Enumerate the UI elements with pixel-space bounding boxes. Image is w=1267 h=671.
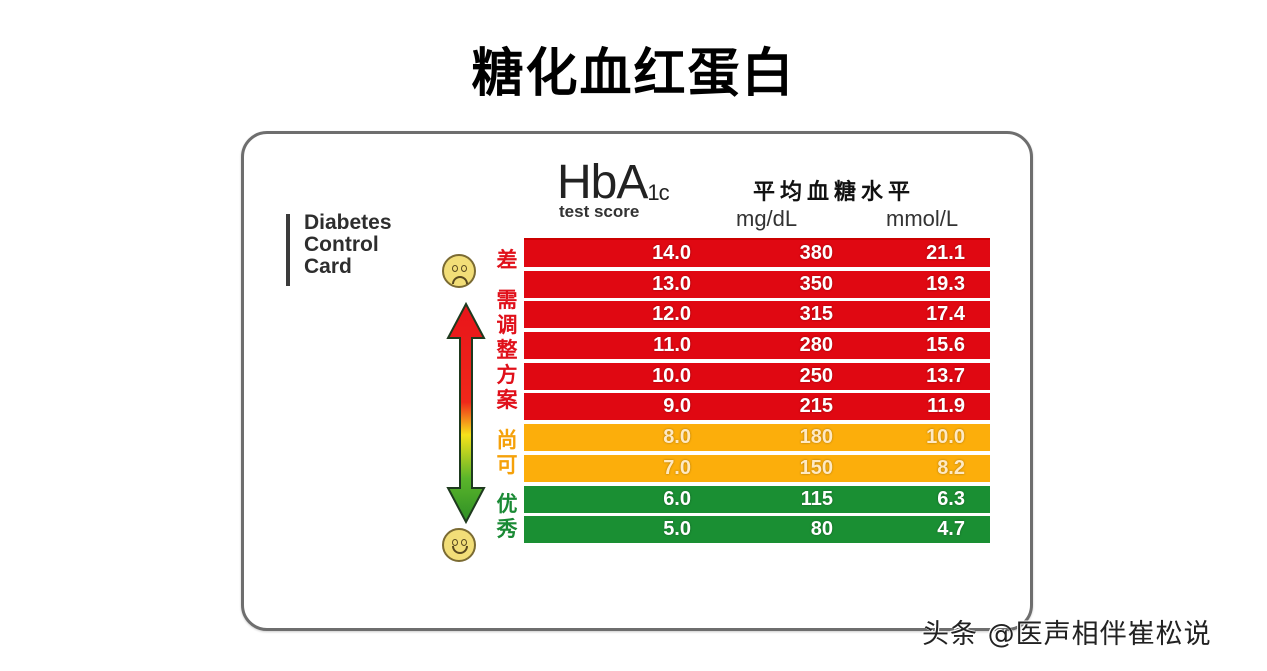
diabetes-control-card: Diabetes Control Card HbA1c test score 平… — [241, 131, 1033, 631]
test-score-label: test score — [559, 202, 640, 221]
hba-main: HbA — [557, 156, 648, 209]
table-row: 9.0 215 11.9 — [524, 393, 990, 421]
label-adjust: 需调整方案 — [496, 288, 518, 412]
table-row: 13.0 350 19.3 — [524, 270, 990, 298]
table-row: 12.0 315 17.4 — [524, 301, 990, 329]
brand-line: Control — [304, 233, 379, 256]
brand-line: Card — [304, 255, 352, 278]
double-arrow-icon — [446, 302, 486, 524]
brand-line: Diabetes — [304, 211, 392, 234]
watermark: 头条 @医声相伴崔松说 — [922, 619, 1212, 650]
hba-sub: 1c — [647, 180, 669, 205]
unit-mgdl: mg/dL — [736, 206, 798, 231]
hba1c-header: HbA1c test score — [557, 156, 670, 222]
table-row: 6.0 115 6.3 — [524, 485, 990, 513]
table-row: 10.0 250 13.7 — [524, 362, 990, 390]
table-row: 14.0 380 21.1 — [524, 240, 990, 267]
happy-face-icon — [442, 528, 476, 562]
table-row: 7.0 150 8.2 — [524, 454, 990, 482]
brand-divider — [286, 214, 290, 286]
brand: Diabetes Control Card — [286, 212, 392, 286]
avg-glucose-title: 平均血糖水平 — [753, 180, 916, 205]
label-good: 优秀 — [496, 492, 518, 541]
table-row: 11.0 280 15.6 — [524, 332, 990, 360]
hba1c-table: 14.0 380 21.1 13.0 350 19.3 12.0 315 17.4 11.0… — [524, 238, 990, 547]
label-ok: 尚可 — [496, 428, 518, 477]
unit-mmol: mmol/L — [886, 206, 959, 231]
label-poor: 差 — [496, 248, 518, 272]
table-row: 8.0 180 10.0 — [524, 424, 990, 452]
table-row: 5.0 80 4.7 — [524, 516, 990, 544]
page-title: 糖化血红蛋白 — [471, 44, 796, 104]
sad-face-icon — [442, 254, 476, 288]
